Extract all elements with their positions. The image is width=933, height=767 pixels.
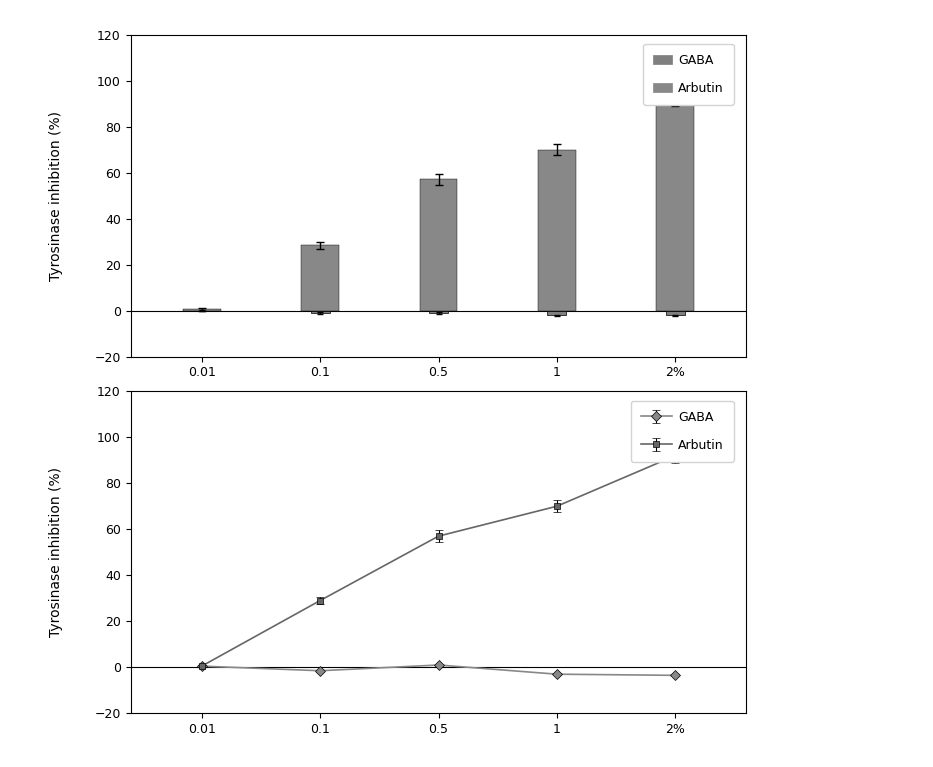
Legend: GABA, Arbutin: GABA, Arbutin xyxy=(631,400,734,462)
Bar xyxy=(429,311,448,313)
Legend: GABA, Arbutin: GABA, Arbutin xyxy=(644,44,734,105)
Bar xyxy=(538,150,576,311)
Y-axis label: Tyrosinase inhibition (%): Tyrosinase inhibition (%) xyxy=(49,467,63,637)
Bar xyxy=(420,179,457,311)
Bar xyxy=(301,245,339,311)
Bar xyxy=(548,311,566,315)
Bar xyxy=(657,99,694,311)
Bar xyxy=(666,311,685,315)
Y-axis label: Tyrosinase inhibition (%): Tyrosinase inhibition (%) xyxy=(49,110,63,281)
Bar xyxy=(311,311,329,313)
Bar xyxy=(183,309,220,311)
